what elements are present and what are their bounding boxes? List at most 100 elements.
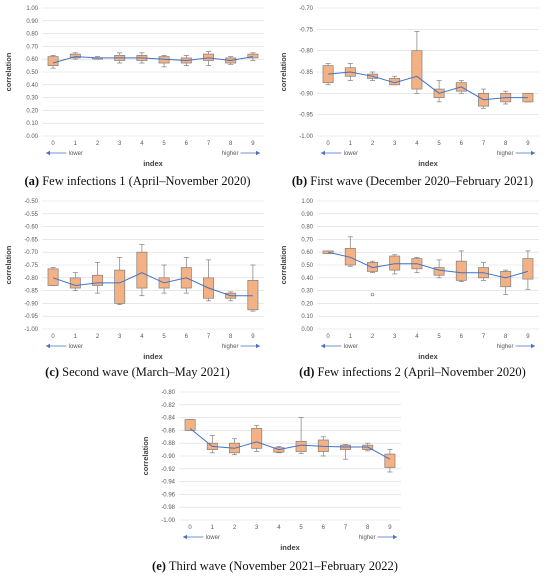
- y-tick-label: -0.50: [24, 199, 38, 205]
- chart-panel-d: 0.00 0.10 0.20 0.30 0.40 0.50 0.60 0.70 0.80 0.90…: [275, 193, 550, 365]
- chart-svg: -1.00 -0.95 -0.90 -0.85 -0.80 -0.75 -0.70 0 1 2 3 4…: [279, 6, 539, 168]
- box: [522, 258, 534, 280]
- y-tick-label: 1.00: [301, 199, 313, 205]
- lower-arrow-head: [183, 534, 187, 540]
- lower-label: lower: [344, 344, 358, 350]
- box: [322, 250, 334, 254]
- x-tick-label: 6: [322, 525, 326, 531]
- y-tick-label: 0.50: [26, 70, 38, 76]
- y-tick-label: -0.65: [24, 237, 38, 243]
- box: [47, 268, 59, 286]
- y-tick-label: -0.98: [161, 505, 175, 511]
- higher-arrow-head: [531, 343, 535, 349]
- y-tick-label: 0.30: [301, 289, 313, 295]
- x-tick-label: 4: [415, 141, 419, 147]
- x-tick-label: 0: [326, 141, 330, 147]
- x-tick-label: 3: [118, 334, 122, 340]
- y-tick-label: 0.40: [301, 276, 313, 282]
- y-tick-label: -0.75: [299, 27, 313, 33]
- higher-label: higher: [222, 344, 239, 350]
- chart-panel-c: -1.00 -0.95 -0.90 -0.85 -0.80 -0.75 -0.70 -0.65…: [0, 193, 275, 365]
- x-tick-label: 4: [140, 334, 144, 340]
- y-tick-label: -0.90: [24, 301, 38, 307]
- x-tick-label: 1: [211, 525, 215, 531]
- x-tick-label: 5: [299, 525, 303, 531]
- y-axis-label: correlation: [4, 52, 13, 91]
- y-tick-label: -0.55: [24, 212, 38, 218]
- box: [203, 53, 214, 61]
- x-tick-label: 3: [118, 141, 122, 147]
- y-tick-label: 0.80: [301, 225, 313, 231]
- y-tick-label: 1.00: [26, 6, 38, 12]
- x-axis-label: index: [418, 159, 438, 168]
- x-tick-label: 1: [74, 334, 78, 340]
- x-tick-label: 9: [251, 141, 255, 147]
- y-tick-label: 0.90: [301, 212, 313, 218]
- y-axis-label: correlation: [141, 436, 150, 475]
- x-axis-label: index: [143, 352, 163, 361]
- box: [69, 277, 81, 289]
- x-tick-label: 8: [229, 334, 233, 340]
- box: [411, 50, 423, 90]
- higher-arrow-head: [256, 343, 260, 349]
- x-tick-label: 2: [371, 334, 375, 340]
- x-tick-label: 5: [162, 334, 166, 340]
- y-tick-label: -0.80: [24, 276, 38, 282]
- higher-label: higher: [222, 151, 239, 157]
- y-tick-label: -0.95: [299, 113, 313, 119]
- box: [136, 251, 148, 289]
- x-tick-label: 6: [185, 334, 189, 340]
- lower-arrow-head: [321, 150, 325, 156]
- x-tick-label: 5: [437, 141, 441, 147]
- higher-arrow-head: [531, 150, 535, 156]
- higher-label: higher: [497, 151, 514, 157]
- y-tick-label: 0.60: [301, 250, 313, 256]
- mean-line: [52, 272, 253, 297]
- x-axis-label: index: [143, 159, 163, 168]
- y-tick-label: 0.00: [301, 327, 313, 333]
- x-tick-label: 4: [140, 141, 144, 147]
- box: [184, 419, 196, 431]
- chart-panel-a: 0.00 0.10 0.20 0.30 0.40 0.50 0.60 0.70 0.80 0.90…: [0, 0, 275, 172]
- caption-c: (c) Second wave (March–May 2021): [45, 365, 230, 379]
- x-tick-label: 3: [393, 334, 397, 340]
- y-tick-label: -0.80: [161, 390, 175, 396]
- chart-panel-b: -1.00 -0.95 -0.90 -0.85 -0.80 -0.75 -0.70 0 1 2 3 4…: [275, 0, 550, 172]
- x-tick-label: 8: [504, 334, 508, 340]
- higher-label: higher: [497, 344, 514, 350]
- lower-label: lower: [206, 535, 220, 541]
- higher-arrow-head: [256, 150, 260, 156]
- y-tick-label: -0.85: [24, 289, 38, 295]
- lower-label: lower: [69, 344, 83, 350]
- x-tick-label: 3: [255, 525, 259, 531]
- higher-arrow-head: [393, 534, 397, 540]
- mean-line: [52, 56, 253, 64]
- y-tick-label: -0.84: [161, 416, 175, 422]
- y-tick-label: 0.50: [301, 263, 313, 269]
- y-tick-label: -1.00: [299, 134, 313, 140]
- mean-line: [328, 71, 528, 101]
- y-tick-label: -1.00: [161, 518, 175, 524]
- x-tick-label: 0: [188, 525, 192, 531]
- box: [295, 440, 307, 452]
- x-tick-label: 6: [185, 141, 189, 147]
- chart-svg: -1.00 -0.95 -0.90 -0.85 -0.80 -0.75 -0.70 -0.65…: [4, 199, 264, 361]
- box: [114, 269, 126, 304]
- chart-svg: 0.00 0.10 0.20 0.30 0.40 0.50 0.60 0.70 0.80 0.90…: [279, 199, 539, 361]
- box: [69, 53, 81, 59]
- x-tick-label: 0: [51, 334, 55, 340]
- x-tick-label: 0: [326, 334, 330, 340]
- caption-d: (d) Few infections 2 (April–November 202…: [299, 365, 526, 379]
- y-tick-label: -0.92: [161, 467, 175, 473]
- y-tick-label: -0.85: [299, 70, 313, 76]
- x-tick-label: 9: [526, 334, 530, 340]
- x-tick-label: 6: [460, 141, 464, 147]
- x-tick-label: 7: [344, 525, 348, 531]
- caption-e: (e) Third wave (November 2021–February 2…: [152, 559, 398, 573]
- y-tick-label: -0.70: [24, 250, 38, 256]
- higher-label: higher: [359, 535, 376, 541]
- x-tick-label: 2: [96, 141, 100, 147]
- y-tick-label: -0.88: [161, 441, 175, 447]
- x-tick-label: 5: [162, 141, 166, 147]
- x-tick-label: 2: [233, 525, 237, 531]
